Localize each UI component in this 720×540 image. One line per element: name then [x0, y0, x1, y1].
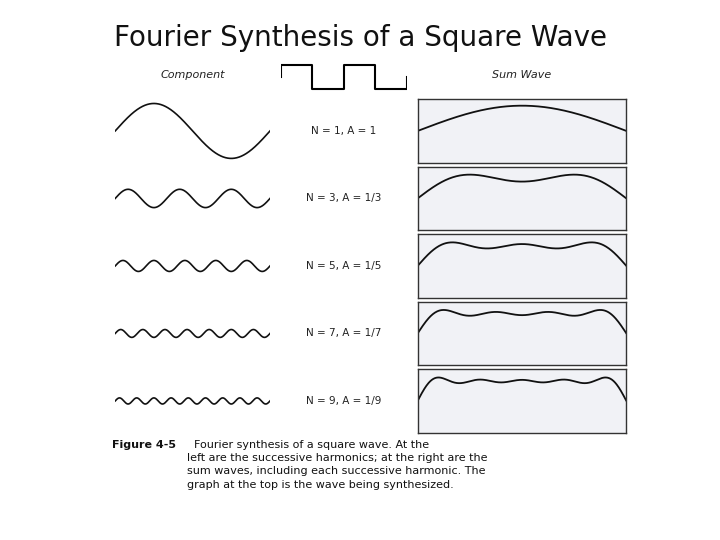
Text: N = 9, A = 1/9: N = 9, A = 1/9 — [306, 396, 382, 406]
Text: Component: Component — [161, 70, 225, 80]
Text: Sum Wave: Sum Wave — [492, 70, 552, 80]
Text: Figure 4-5: Figure 4-5 — [112, 440, 176, 450]
Text: N = 7, A = 1/7: N = 7, A = 1/7 — [306, 328, 382, 339]
Text: Fourier synthesis of a square wave. At the
left are the successive harmonics; at: Fourier synthesis of a square wave. At t… — [187, 440, 487, 490]
Text: N = 5, A = 1/5: N = 5, A = 1/5 — [306, 261, 382, 271]
Text: N = 1, A = 1: N = 1, A = 1 — [311, 126, 377, 136]
Text: N = 3, A = 1/3: N = 3, A = 1/3 — [306, 193, 382, 204]
Text: Fourier Synthesis of a Square Wave: Fourier Synthesis of a Square Wave — [114, 24, 606, 52]
